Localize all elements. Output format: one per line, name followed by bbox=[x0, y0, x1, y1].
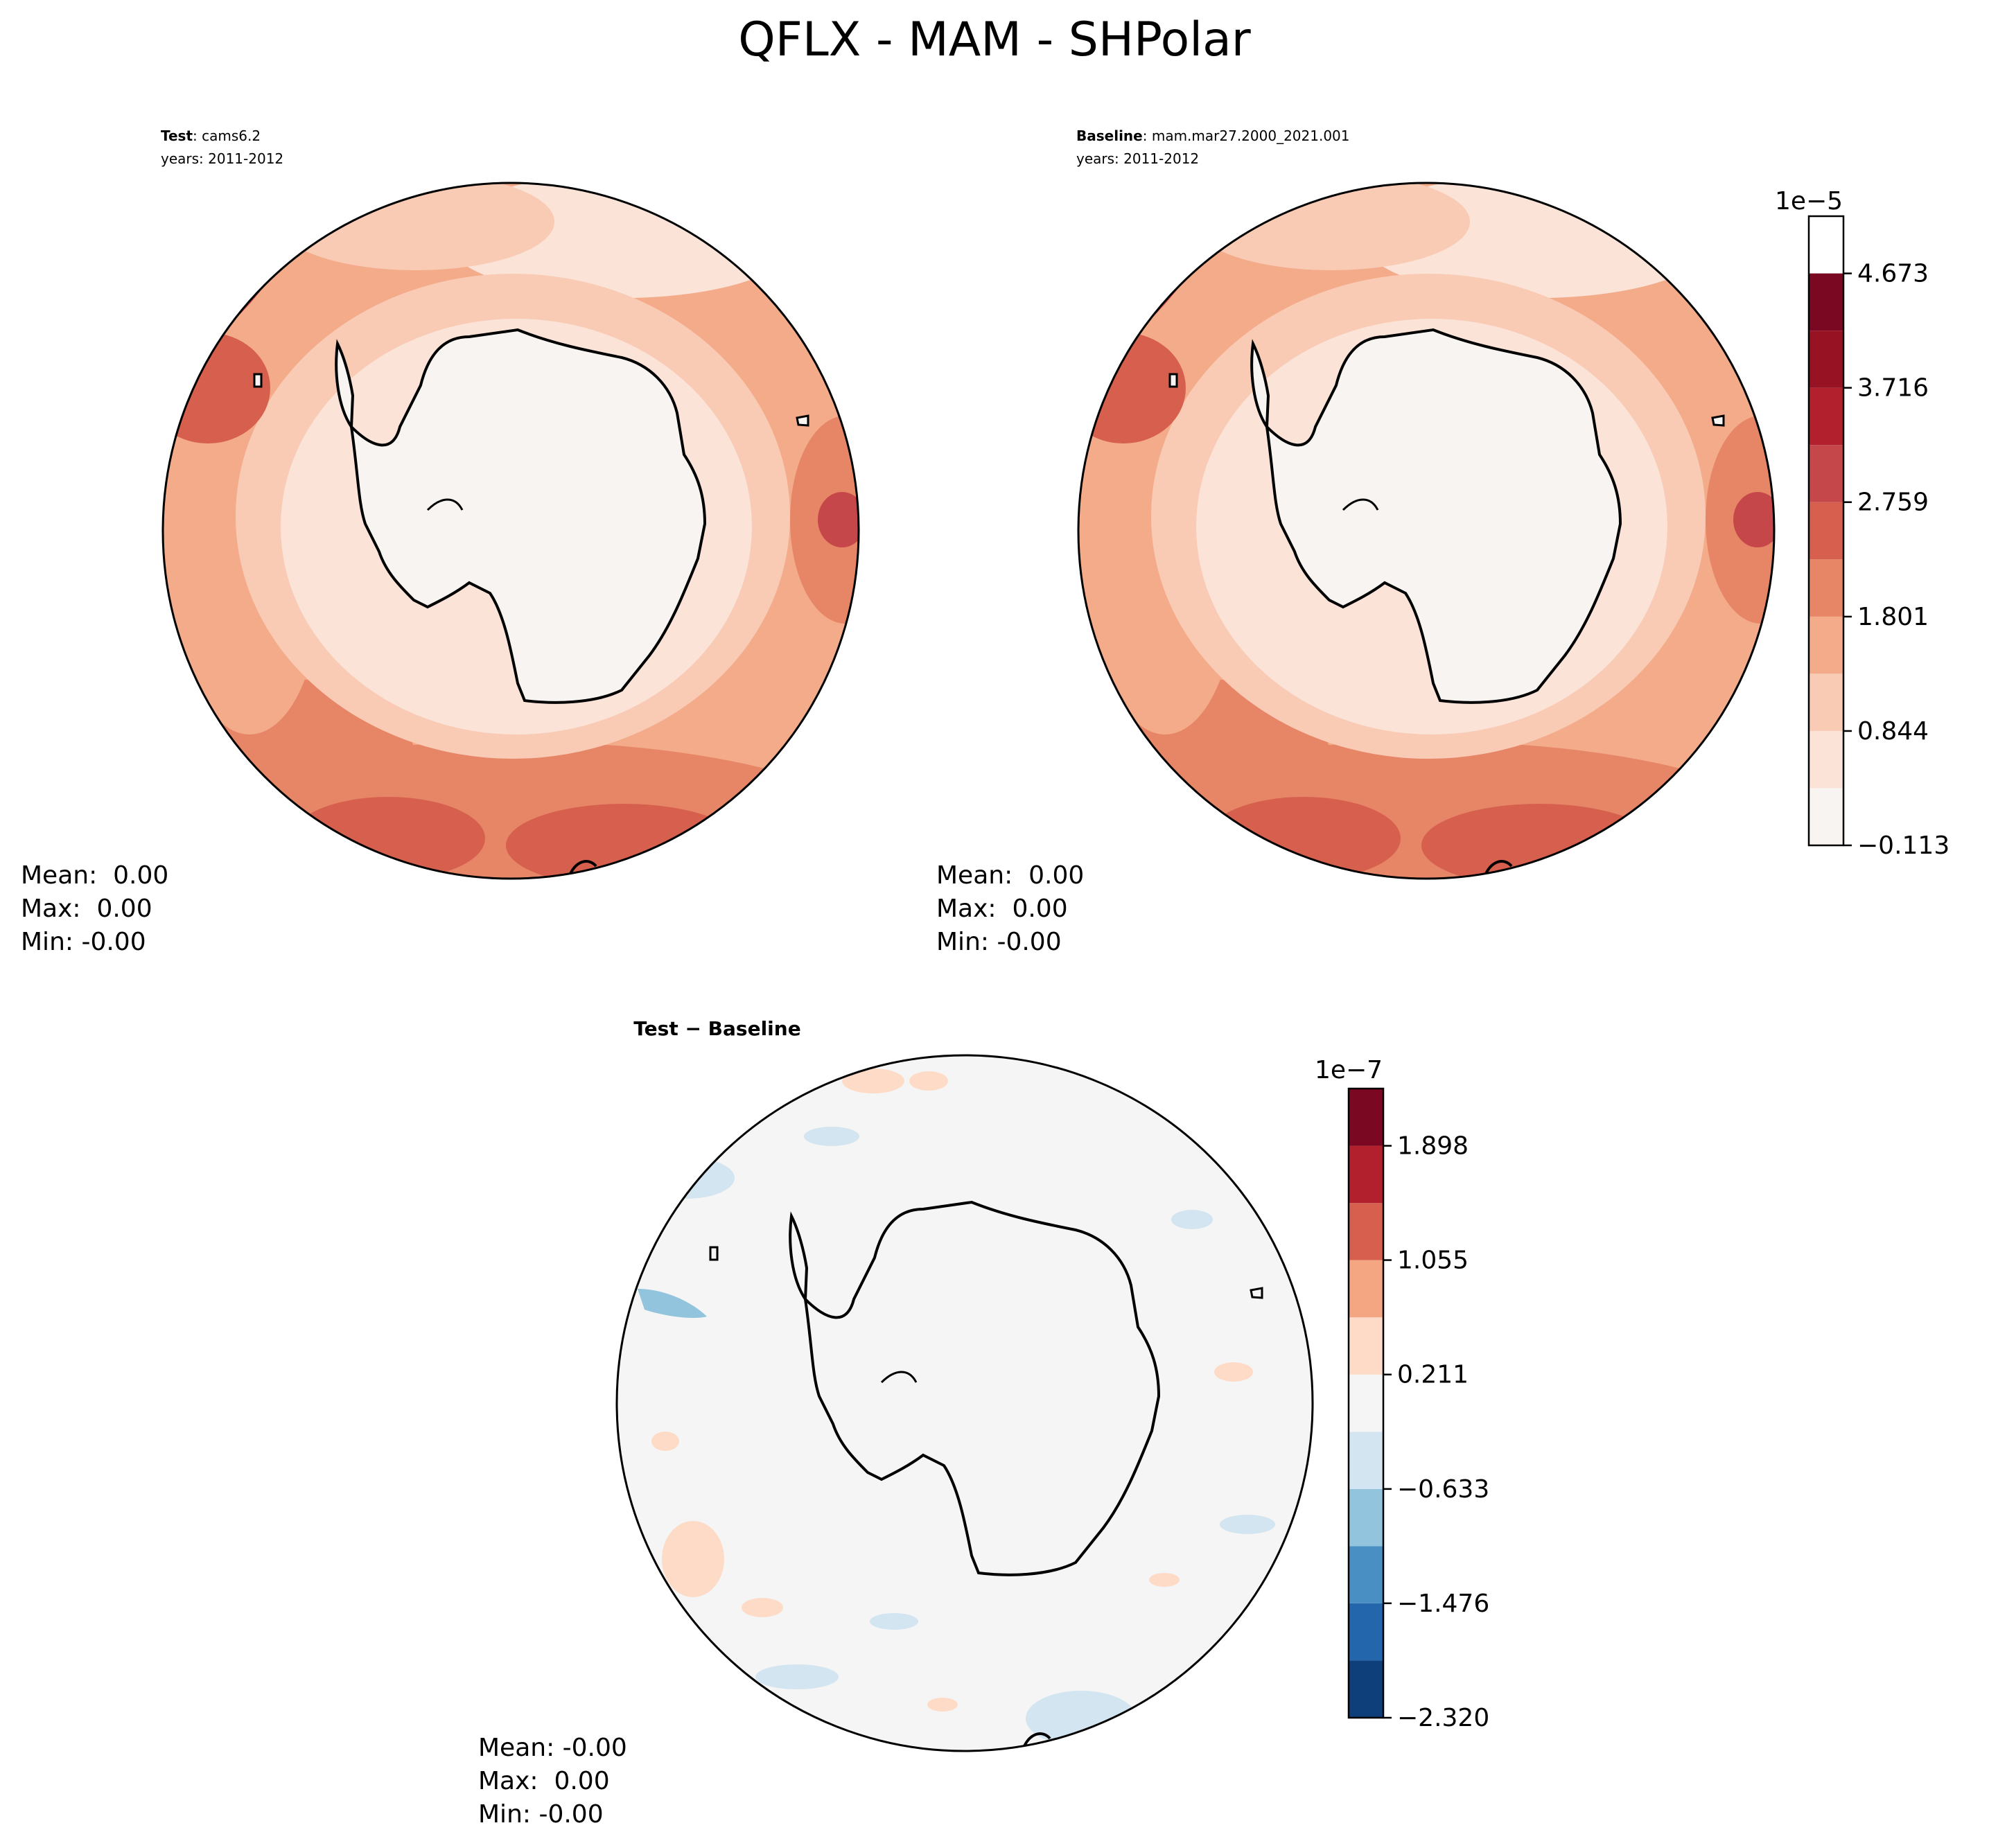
test-panel-title: Test: cams6.2 bbox=[161, 127, 261, 144]
colorbar-difference-color-band bbox=[1349, 1488, 1383, 1547]
colorbar-difference-color-band bbox=[1349, 1432, 1383, 1489]
colorbar-difference-color-band bbox=[1349, 1260, 1383, 1318]
colorbar-difference: 1e−7 1.898 1.055 0.211 −0.633 −1.476 −2.320 bbox=[1315, 1056, 1489, 1732]
colorbar-baseline-tick-label: 4.673 bbox=[1857, 260, 1929, 288]
colorbar-difference-tick-label: 1.898 bbox=[1397, 1132, 1469, 1161]
test-stat-max: Max: 0.00 bbox=[21, 895, 152, 923]
baseline-stat-min: Min: -0.00 bbox=[936, 928, 1062, 956]
baseline-map-boundary bbox=[1077, 182, 1776, 880]
baseline-map bbox=[1078, 183, 1774, 879]
colorbar-baseline-tick-label: 2.759 bbox=[1857, 489, 1929, 517]
colorbar-baseline-tick-label: 1.801 bbox=[1857, 603, 1929, 631]
figure-title: QFLX - MAM - SHPolar bbox=[738, 12, 1251, 67]
diff-panel-title: Test − Baseline bbox=[633, 1017, 800, 1040]
colorbar-difference-offset: 1e−7 bbox=[1315, 1056, 1383, 1084]
colorbar-difference-tick-label: 1.055 bbox=[1397, 1247, 1469, 1275]
colorbar-difference-color-band bbox=[1349, 1145, 1383, 1204]
colorbar-baseline-color-band bbox=[1809, 674, 1843, 731]
colorbar-difference-color-band bbox=[1349, 1317, 1383, 1375]
colorbar-baseline-color-band bbox=[1809, 730, 1843, 789]
test-stat-mean: Mean: 0.00 bbox=[21, 861, 168, 890]
baseline-stat-mean: Mean: 0.00 bbox=[936, 861, 1084, 890]
test-map bbox=[163, 183, 859, 879]
diff-stat-mean: Mean: -0.00 bbox=[478, 1734, 627, 1762]
colorbar-difference-tick-label: 0.211 bbox=[1397, 1361, 1469, 1389]
test-map-boundary bbox=[161, 182, 860, 880]
colorbar-baseline-color-band bbox=[1809, 788, 1843, 845]
diff-stat-min: Min: -0.00 bbox=[478, 1800, 604, 1829]
colorbar-difference-tick-label: −1.476 bbox=[1397, 1590, 1489, 1618]
test-panel-subtitle: years: 2011-2012 bbox=[161, 150, 283, 167]
panel-baseline: Baseline: mam.mar27.2000_2021.001 years:… bbox=[936, 127, 1949, 956]
colorbar-difference-tick-label: −2.320 bbox=[1397, 1704, 1489, 1732]
diff-stat-max: Max: 0.00 bbox=[478, 1767, 610, 1795]
colorbar-baseline-color-band bbox=[1809, 387, 1843, 446]
colorbar-difference-color-band bbox=[1349, 1089, 1383, 1146]
colorbar-difference-color-band bbox=[1349, 1546, 1383, 1603]
colorbar-baseline: 1e−5 4.673 3.716 2.759 1.801 0.844 −0.113 bbox=[1775, 187, 1949, 860]
colorbar-baseline-color-band bbox=[1809, 502, 1843, 560]
colorbar-baseline-color-band bbox=[1809, 331, 1843, 388]
colorbar-difference-color-band bbox=[1349, 1203, 1383, 1260]
colorbar-baseline-tick-label: −0.113 bbox=[1857, 831, 1949, 860]
colorbar-baseline-color-band bbox=[1809, 445, 1843, 502]
panel-difference: Test − Baseline bbox=[478, 1017, 1489, 1829]
colorbar-baseline-tick-label: 0.844 bbox=[1857, 717, 1929, 746]
baseline-panel-subtitle: years: 2011-2012 bbox=[1076, 150, 1199, 167]
colorbar-difference-color-band bbox=[1349, 1660, 1383, 1718]
baseline-stat-max: Max: 0.00 bbox=[936, 895, 1068, 923]
colorbar-difference-tick-label: −0.633 bbox=[1397, 1475, 1489, 1504]
diff-map-boundary bbox=[615, 1054, 1314, 1752]
colorbar-baseline-color-band bbox=[1809, 616, 1843, 674]
panel-test: Test: cams6.2 years: 2011-2012 bbox=[21, 127, 860, 956]
colorbar-baseline-color-band bbox=[1809, 273, 1843, 331]
colorbar-difference-color-band bbox=[1349, 1603, 1383, 1661]
baseline-panel-title: Baseline: mam.mar27.2000_2021.001 bbox=[1076, 127, 1350, 144]
colorbar-baseline-offset: 1e−5 bbox=[1775, 187, 1843, 215]
test-stat-min: Min: -0.00 bbox=[21, 928, 146, 956]
colorbar-difference-color-band bbox=[1349, 1374, 1383, 1432]
colorbar-baseline-tick-label: 3.716 bbox=[1857, 374, 1929, 403]
colorbar-baseline-color-band bbox=[1809, 559, 1843, 617]
